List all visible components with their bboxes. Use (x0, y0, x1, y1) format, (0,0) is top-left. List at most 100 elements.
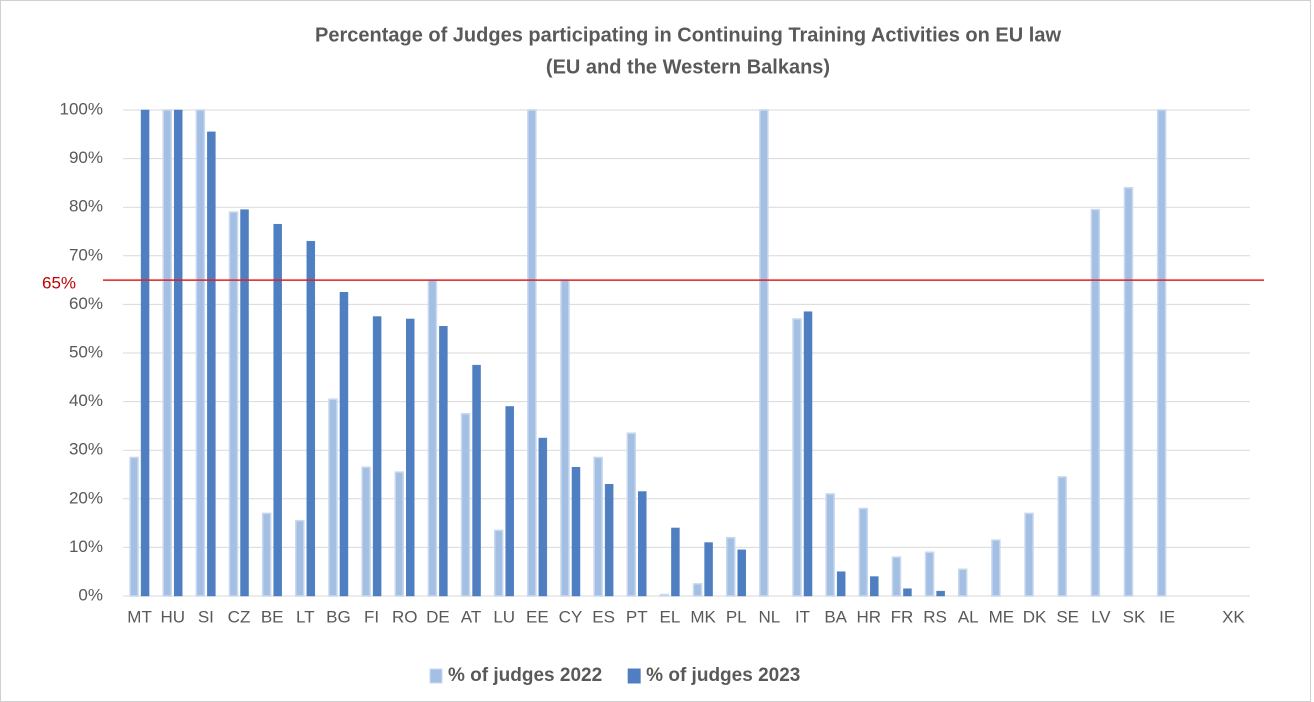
bar (825, 493, 835, 597)
x-tick-label: HU (160, 607, 185, 626)
bar (538, 437, 548, 597)
bar (240, 209, 249, 597)
bar (870, 576, 879, 597)
bar (460, 413, 471, 597)
x-tick-label: FI (364, 607, 379, 626)
bar (571, 466, 581, 597)
bar (129, 456, 139, 597)
bar (836, 571, 846, 597)
bar (958, 568, 968, 597)
bar (439, 326, 448, 597)
y-tick-label: 50% (69, 342, 103, 361)
bar (527, 109, 537, 597)
x-tick-label: ME (989, 607, 1015, 626)
x-tick-label: NL (759, 607, 781, 626)
x-tick-label: SI (198, 607, 214, 626)
bar (406, 318, 415, 597)
y-tick-label: 100% (60, 99, 103, 118)
bar (1123, 187, 1134, 597)
bar (1156, 109, 1167, 597)
x-tick-label: FR (891, 607, 914, 626)
bar (737, 549, 746, 597)
y-tick-label: 0% (78, 585, 103, 604)
bar (604, 483, 614, 597)
bar (659, 593, 670, 597)
x-tick-label: HR (857, 607, 882, 626)
legend-label: % of judges 2023 (646, 665, 800, 686)
bar (858, 507, 869, 597)
y-tick-label: 30% (69, 440, 103, 459)
bar (427, 279, 438, 597)
chart-title: Percentage of Judges participating in Co… (315, 24, 1061, 46)
bar (273, 223, 282, 597)
bar (891, 556, 902, 597)
x-tick-label: BA (824, 607, 847, 626)
bar (991, 539, 1001, 597)
bar (361, 466, 371, 597)
bar (936, 590, 945, 597)
x-tick-label: BE (261, 607, 284, 626)
bar (173, 109, 183, 597)
chart-subtitle: (EU and the Western Balkans) (546, 56, 830, 78)
bar (792, 318, 802, 597)
bar (394, 471, 404, 597)
bar (306, 240, 316, 597)
x-tick-label: IE (1159, 607, 1175, 626)
x-tick-label: MT (127, 607, 152, 626)
legend-label: % of judges 2022 (448, 665, 602, 686)
legend-swatch (627, 668, 641, 684)
x-tick-label: LT (296, 607, 315, 626)
bar (903, 588, 912, 597)
bar (924, 551, 935, 597)
x-tick-label: RO (392, 607, 418, 626)
bar (228, 211, 239, 597)
bar (261, 512, 272, 597)
x-tick-label: SE (1056, 607, 1079, 626)
bar (328, 398, 338, 597)
bar (671, 527, 680, 597)
bar (803, 311, 813, 597)
y-tick-label: 20% (69, 488, 103, 507)
bar (1090, 208, 1101, 597)
bar (704, 542, 713, 597)
bar (560, 279, 570, 597)
y-tick-label: 70% (69, 245, 103, 264)
bar (626, 432, 637, 597)
bar (140, 109, 150, 597)
x-tick-label: LV (1091, 607, 1111, 626)
y-tick-label: 90% (69, 148, 103, 167)
x-tick-label: PL (726, 607, 747, 626)
x-tick-label: SK (1123, 607, 1146, 626)
x-tick-label: PT (626, 607, 648, 626)
x-tick-label: EE (526, 607, 549, 626)
bar (493, 529, 504, 597)
reference-label: 65% (42, 274, 76, 293)
x-tick-label: AT (461, 607, 481, 626)
bar (207, 131, 216, 597)
bar (1024, 512, 1034, 597)
x-tick-label: XK (1222, 607, 1245, 626)
bar (295, 519, 305, 597)
y-tick-label: 80% (69, 197, 103, 216)
x-tick-label: CZ (228, 607, 251, 626)
x-tick-label: RS (923, 607, 947, 626)
bar (1057, 476, 1067, 597)
y-tick-label: 10% (69, 537, 103, 556)
bar (195, 109, 206, 597)
x-tick-label: CY (559, 607, 583, 626)
bar (472, 364, 481, 597)
bar (593, 456, 603, 597)
x-tick-label: DE (426, 607, 450, 626)
x-tick-label: LU (493, 607, 515, 626)
x-tick-label: AL (958, 607, 979, 626)
x-tick-label: EL (660, 607, 681, 626)
x-tick-label: DK (1023, 607, 1047, 626)
bar (339, 292, 349, 597)
y-tick-label: 40% (69, 391, 103, 410)
x-tick-label: BG (326, 607, 351, 626)
y-tick-label: 60% (69, 294, 103, 313)
bar (372, 316, 382, 597)
legend-swatch (429, 668, 443, 684)
bar (162, 109, 172, 597)
